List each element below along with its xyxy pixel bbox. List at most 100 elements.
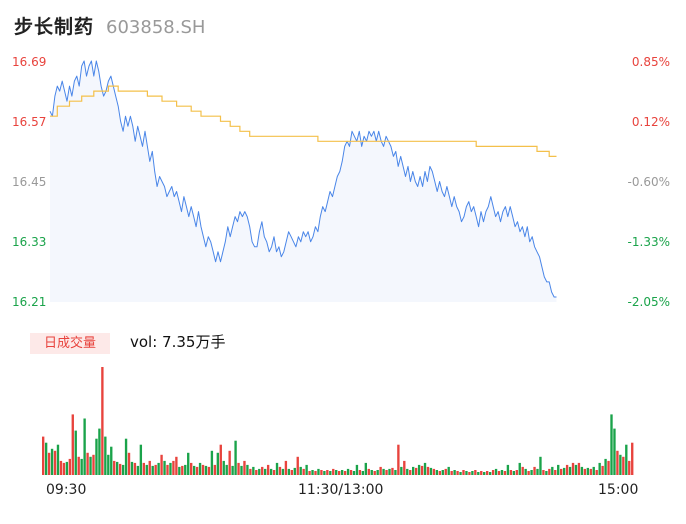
- volume-bar: [201, 464, 205, 475]
- volume-bar: [595, 470, 598, 475]
- volume-bar: [592, 466, 595, 475]
- stock-code: 603858.SH: [106, 17, 206, 38]
- volume-bar: [400, 466, 403, 475]
- volume-bar: [506, 464, 510, 475]
- volume-bar: [545, 471, 548, 475]
- volume-bar: [71, 414, 74, 475]
- volume-bar: [80, 458, 83, 475]
- volume-bar: [364, 462, 367, 475]
- volume-bar: [154, 464, 157, 475]
- volume-bar: [237, 462, 240, 475]
- volume-bar: [340, 470, 344, 475]
- volume-bar: [435, 470, 439, 475]
- volume-bar: [417, 464, 421, 475]
- price-tick-label: 16.33: [12, 235, 47, 249]
- volume-bar: [613, 428, 616, 475]
- stock-header: 步长制药 603858.SH: [14, 12, 205, 40]
- price-area-fill: [50, 61, 557, 302]
- volume-bar: [450, 471, 453, 475]
- volume-bar: [447, 466, 450, 475]
- volume-bar: [598, 462, 601, 475]
- volume-bar: [491, 470, 495, 475]
- volume-bar: [74, 430, 77, 475]
- volume-bar: [486, 471, 489, 475]
- volume-bar: [551, 466, 554, 475]
- volume-bar: [42, 436, 45, 475]
- volume-bar: [332, 468, 335, 475]
- volume-bar: [385, 470, 388, 475]
- volume-bar: [121, 464, 125, 475]
- volume-bar: [198, 462, 202, 475]
- volume-bar: [107, 454, 110, 475]
- volume-bar: [456, 471, 459, 475]
- volume-bar: [148, 460, 151, 475]
- volume-bar: [296, 456, 299, 475]
- volume-bar: [628, 460, 631, 475]
- volume-bar: [249, 468, 252, 475]
- volume-bar: [231, 465, 234, 475]
- volume-bar: [370, 470, 373, 475]
- volume-bar: [95, 438, 98, 475]
- volume-bar: [281, 468, 285, 475]
- volume-bar: [343, 471, 347, 475]
- volume-bar: [568, 466, 572, 475]
- volume-bar: [459, 472, 462, 475]
- volume-bar: [320, 470, 323, 475]
- volume-bar: [110, 446, 113, 475]
- volume-bar: [116, 461, 119, 475]
- volume-bar: [403, 460, 406, 475]
- time-label-end: 15:00: [598, 482, 639, 498]
- volume-bar: [382, 468, 385, 475]
- volume-bar: [349, 470, 353, 475]
- volume-bar: [213, 464, 217, 475]
- volume-bar: [317, 468, 320, 475]
- volume-bar: [184, 464, 187, 475]
- volume-bar: [560, 468, 563, 475]
- volume-bar: [574, 464, 578, 475]
- time-label-start: 09:30: [46, 482, 87, 498]
- volume-bar: [302, 468, 305, 475]
- volume-bar: [275, 462, 279, 475]
- volume-bar: [471, 471, 474, 475]
- volume-bar: [219, 444, 222, 475]
- volume-bar: [554, 470, 557, 475]
- volume-bar: [192, 465, 196, 475]
- volume-bar: [314, 471, 317, 475]
- volume-bar: [68, 458, 71, 475]
- volume-period-tag[interactable]: 日成交量: [30, 333, 110, 354]
- volume-bar: [453, 470, 456, 475]
- volume-bar: [494, 468, 498, 475]
- volume-bar: [151, 465, 154, 475]
- volume-bar: [346, 468, 350, 475]
- volume-bar: [426, 466, 430, 475]
- volume-bar: [409, 470, 412, 475]
- pct-tick-label: -2.05%: [627, 295, 670, 309]
- volume-bar: [104, 436, 107, 475]
- volume-bar: [169, 462, 172, 475]
- volume-bar: [358, 470, 362, 475]
- volume-bar: [86, 452, 89, 475]
- volume-bar: [379, 466, 382, 475]
- volume-bar: [468, 472, 471, 475]
- volume-bar: [483, 472, 486, 475]
- volume-bar: [175, 456, 178, 475]
- volume-bar: [225, 464, 228, 475]
- pct-tick-label: -0.60%: [627, 175, 670, 189]
- time-label-mid: 11:30/13:00: [298, 482, 384, 498]
- volume-bar: [181, 465, 184, 475]
- volume-bar: [204, 465, 208, 475]
- volume-bar: [50, 448, 54, 475]
- volume-value: vol: 7.35万手: [130, 333, 226, 351]
- volume-bar: [127, 452, 131, 475]
- volume-bar: [539, 456, 542, 475]
- volume-bar: [373, 471, 376, 475]
- volume-bar: [305, 464, 308, 475]
- volume-bar: [548, 468, 551, 475]
- price-chart-area: [49, 60, 557, 302]
- volume-bar: [438, 471, 441, 475]
- volume-bar: [376, 470, 379, 475]
- volume-bar: [391, 467, 394, 475]
- volume-bar: [367, 468, 370, 475]
- volume-bar: [166, 464, 169, 475]
